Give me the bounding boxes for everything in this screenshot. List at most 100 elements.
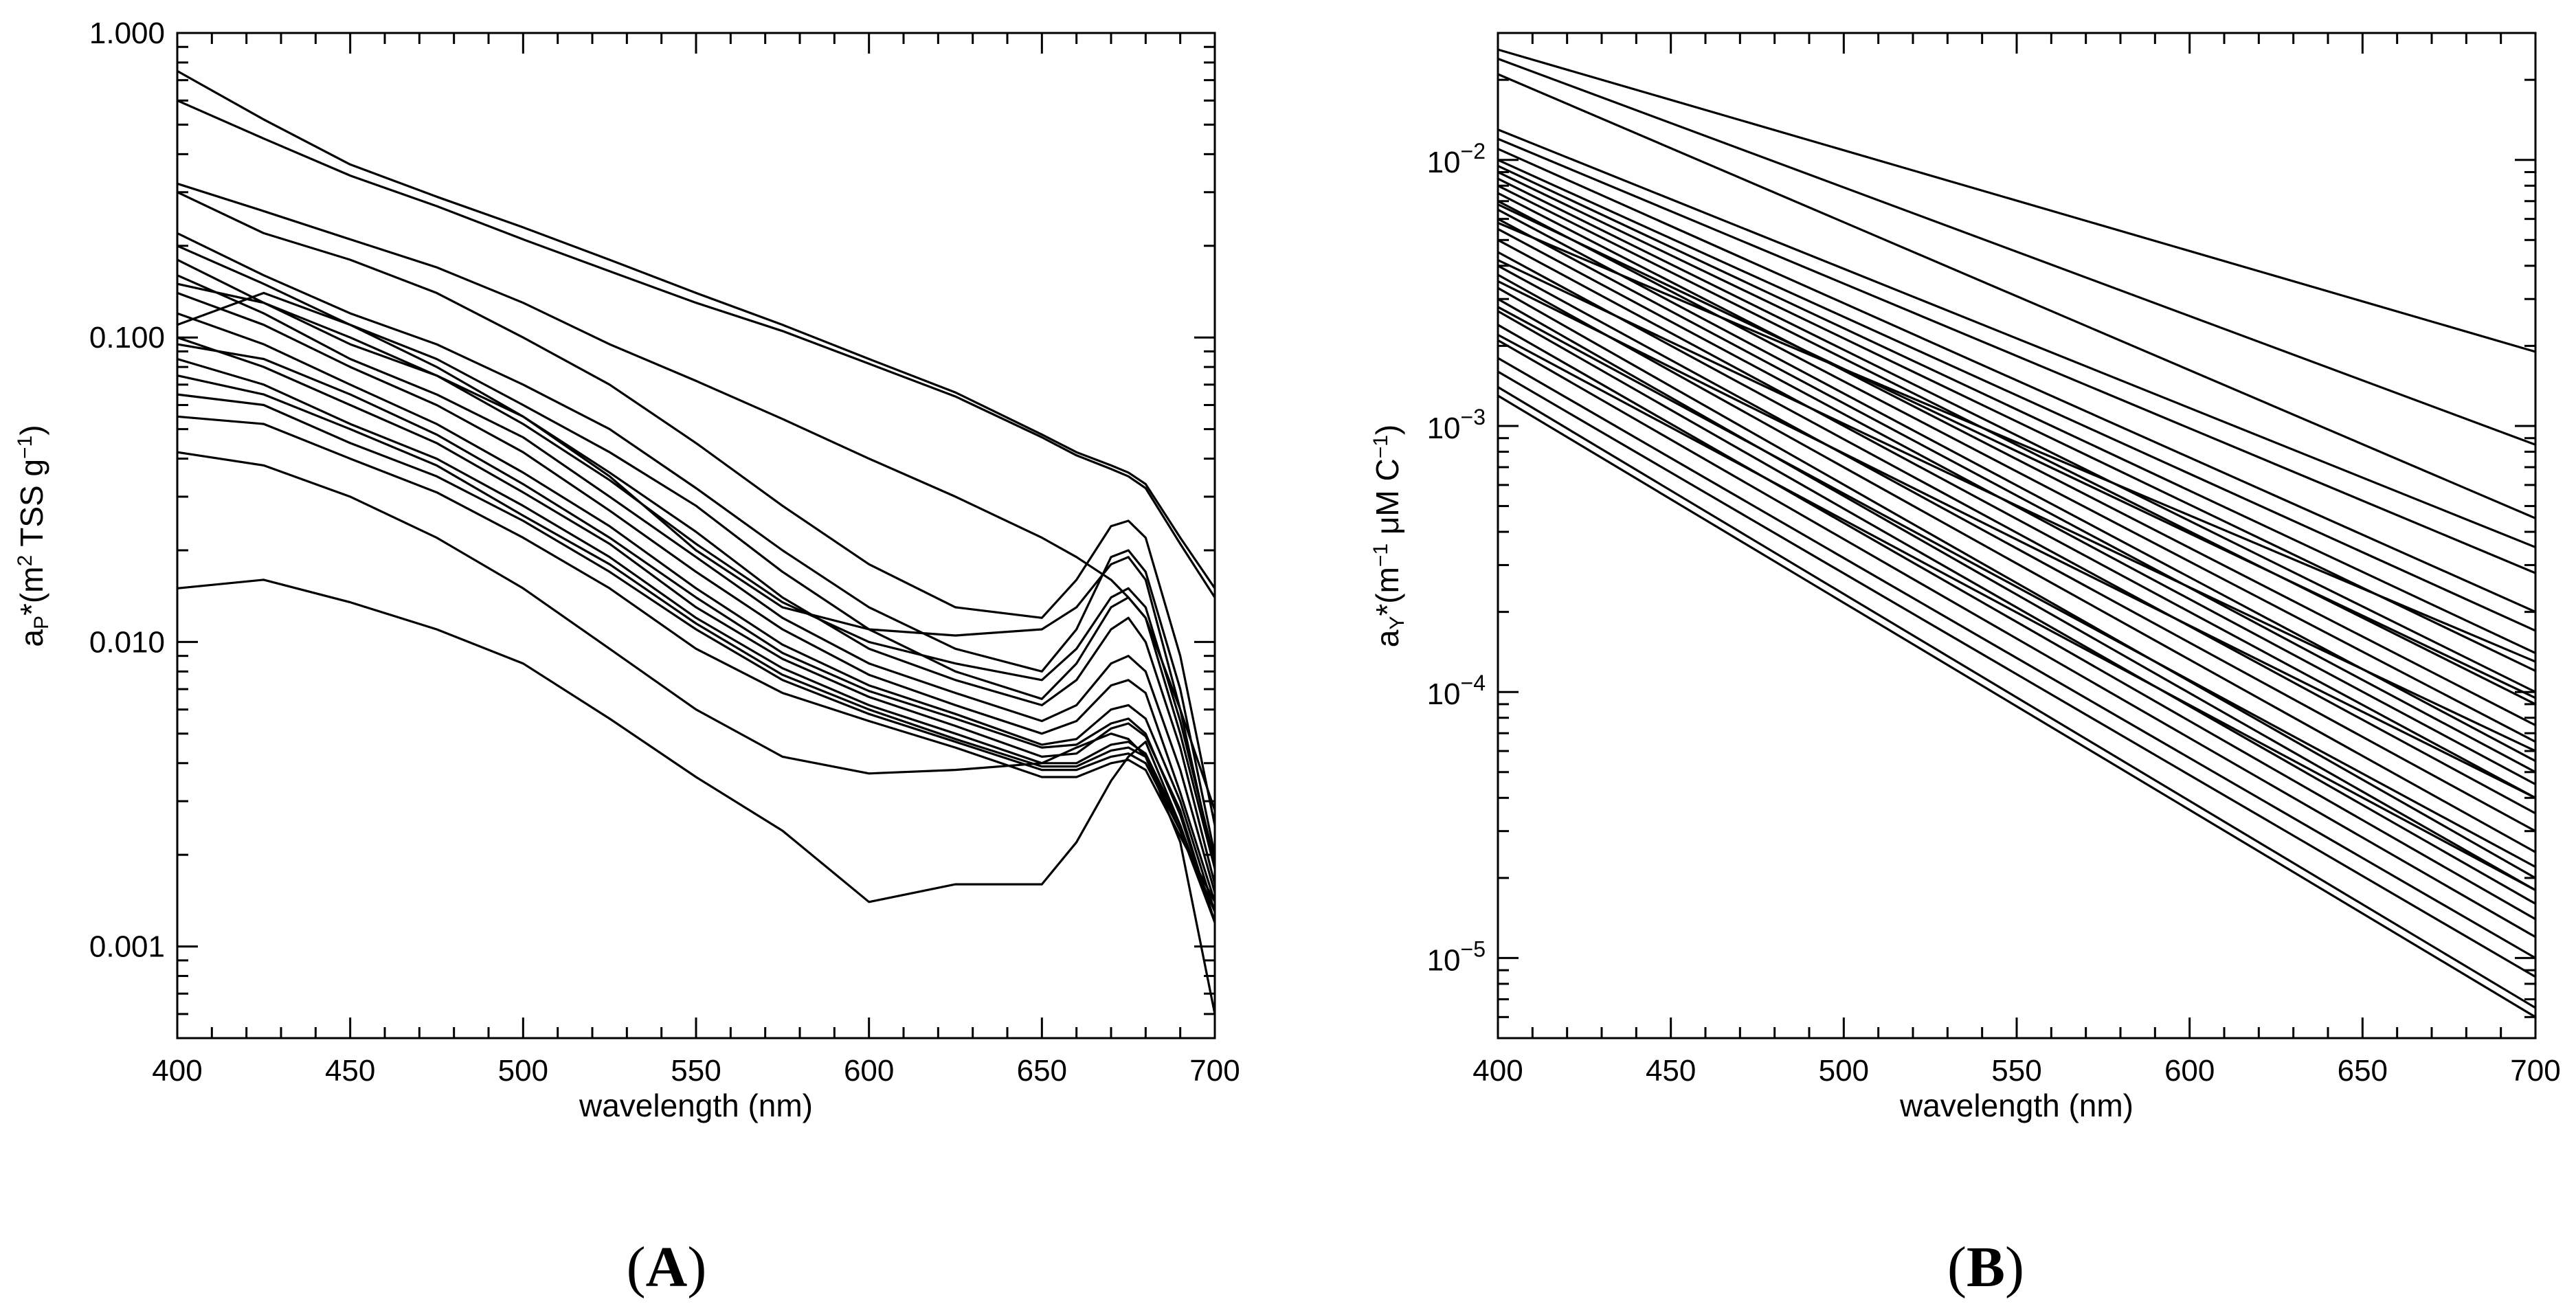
series-line-b-29 [1497,394,2536,1018]
series-line-b-25 [1497,339,2536,939]
y-axis-end-a: ) [14,425,49,435]
series-group-a [177,70,1216,1015]
series-line-a-1 [177,70,1216,589]
series-line-b-6 [1497,148,2536,614]
y-axis-sup1-a: 2 [14,555,36,567]
series-line-b-11 [1497,184,2536,706]
x-axis-title-a: wavelength (nm) [579,1088,813,1123]
series-line-a-16 [177,578,1216,923]
series-line-b-24 [1497,324,2536,921]
y-tick-label-a: 0.010 [89,625,165,659]
y-ticks-a: 0.001 0.010 0.100 1.000 [89,16,1215,1039]
y-tick-label-b: 10−5 [1427,936,1486,977]
series-line-b-3 [1497,73,2536,519]
series-line-a-18 [177,282,1216,862]
x-tick-label-b: 600 [2164,1054,2215,1088]
y-tick-label-a: 0.001 [89,930,165,964]
x-tick-label-a: 450 [325,1054,375,1088]
series-line-a-19 [177,343,1216,923]
x-ticks-b: 400 450 500 550 600 650 700 [1472,33,2561,1088]
x-tick-label-b: 450 [1646,1054,1696,1088]
series-line-b-2 [1497,58,2536,446]
series-line-a-9 [177,291,1216,903]
x-tick-label-a: 550 [671,1054,721,1088]
series-line-b-7 [1497,159,2536,632]
series-line-b-34 [1497,306,2536,868]
panel-label-a-letter: A [646,1235,688,1299]
series-line-a-15 [177,451,1216,1015]
y-axis-mid-a: TSS g [14,459,49,555]
series-line-b-32 [1497,259,2536,752]
y-axis-rest-a: *(m [14,566,49,616]
plot-frame-a [176,32,1216,1039]
series-line-b-15 [1497,218,2536,774]
panel-b: 400 450 500 550 600 650 700 10−5 10−4 10−3 10−2 w… [1369,32,2561,1299]
y-axis-title-b: aY*(m−1 μM C−1) [1369,425,1409,648]
series-line-a-13 [177,393,1216,912]
series-line-b-1 [1497,48,2536,353]
series-line-b-26 [1497,357,2536,959]
series-line-b-23 [1497,310,2536,905]
series-line-a-4 [177,191,1216,826]
x-tick-label-b: 550 [1991,1054,2041,1088]
y-tick-label-b: 10−2 [1427,139,1486,179]
y-axis-sub-a: P [30,616,53,629]
series-line-b-22 [1497,297,2536,891]
x-axis-title-b: wavelength (nm) [1899,1088,2133,1123]
series-line-b-19 [1497,265,2536,833]
series-line-b-8 [1497,164,2536,655]
series-line-b-35 [1497,333,2536,892]
series-line-b-13 [1497,200,2536,743]
y-axis-sup1-b: −1 [1369,543,1392,567]
series-line-b-5 [1497,137,2536,574]
x-tick-label-a: 700 [1189,1054,1240,1088]
series-line-b-28 [1497,386,2536,1009]
series-line-b-31 [1497,221,2536,663]
y-axis-sub-b: Y [1386,616,1409,630]
y-axis-sup2-b: −1 [1369,435,1392,458]
series-line-b-20 [1497,273,2536,853]
x-tick-label-a: 600 [844,1054,894,1088]
series-line-b-12 [1497,192,2536,727]
panel-label-b: (B) [1947,1235,2024,1299]
y-axis-mid-b: μM C [1369,458,1405,543]
series-line-a-3 [177,182,1216,811]
x-tick-label-b: 400 [1472,1054,1523,1088]
series-line-b-21 [1497,286,2536,879]
y-tick-label-a: 1.000 [89,16,165,50]
y-ticks-b: 10−5 10−4 10−3 10−2 [1427,32,2535,1039]
series-line-a-7 [177,258,1216,885]
series-line-b-18 [1497,251,2536,815]
series-line-a-10 [177,312,1216,912]
x-tick-label-b: 650 [2338,1054,2388,1088]
series-group-b [1497,48,2536,1018]
series-line-b-30 [1497,203,2536,699]
x-tick-label-b: 700 [2510,1054,2560,1088]
y-tick-label-b: 10−3 [1427,405,1486,445]
x-tick-label-a: 400 [152,1054,202,1088]
x-ticks-a: 400 450 500 550 600 650 700 [152,33,1240,1088]
series-line-b-27 [1497,370,2536,978]
series-line-b-4 [1497,128,2536,548]
x-tick-label-b: 500 [1819,1054,1869,1088]
series-line-a-20 [177,374,1216,923]
panel-a: 400 450 500 550 600 650 700 0.001 0.010 0.100 1.0… [14,16,1240,1299]
series-line-a-17 [177,291,1216,869]
plot-frame-b [1497,32,2537,1039]
y-tick-label-b: 10−4 [1427,671,1486,711]
y-axis-end-b: ) [1369,425,1405,435]
x-tick-label-a: 650 [1017,1054,1067,1088]
series-line-b-10 [1497,177,2536,693]
series-line-a-5 [177,232,1216,855]
y-axis-rest-b: *(m [1369,567,1405,616]
series-line-a-8 [177,274,1216,893]
series-line-a-2 [177,99,1216,598]
y-axis-main-b: a [1369,629,1405,647]
y-axis-main-a: a [14,629,49,647]
y-tick-label-a: 0.100 [89,321,165,355]
panel-label-a: (A) [627,1235,707,1299]
x-tick-label-a: 500 [498,1054,548,1088]
y-axis-sup2-a: −1 [14,436,36,459]
series-line-b-17 [1497,238,2536,799]
